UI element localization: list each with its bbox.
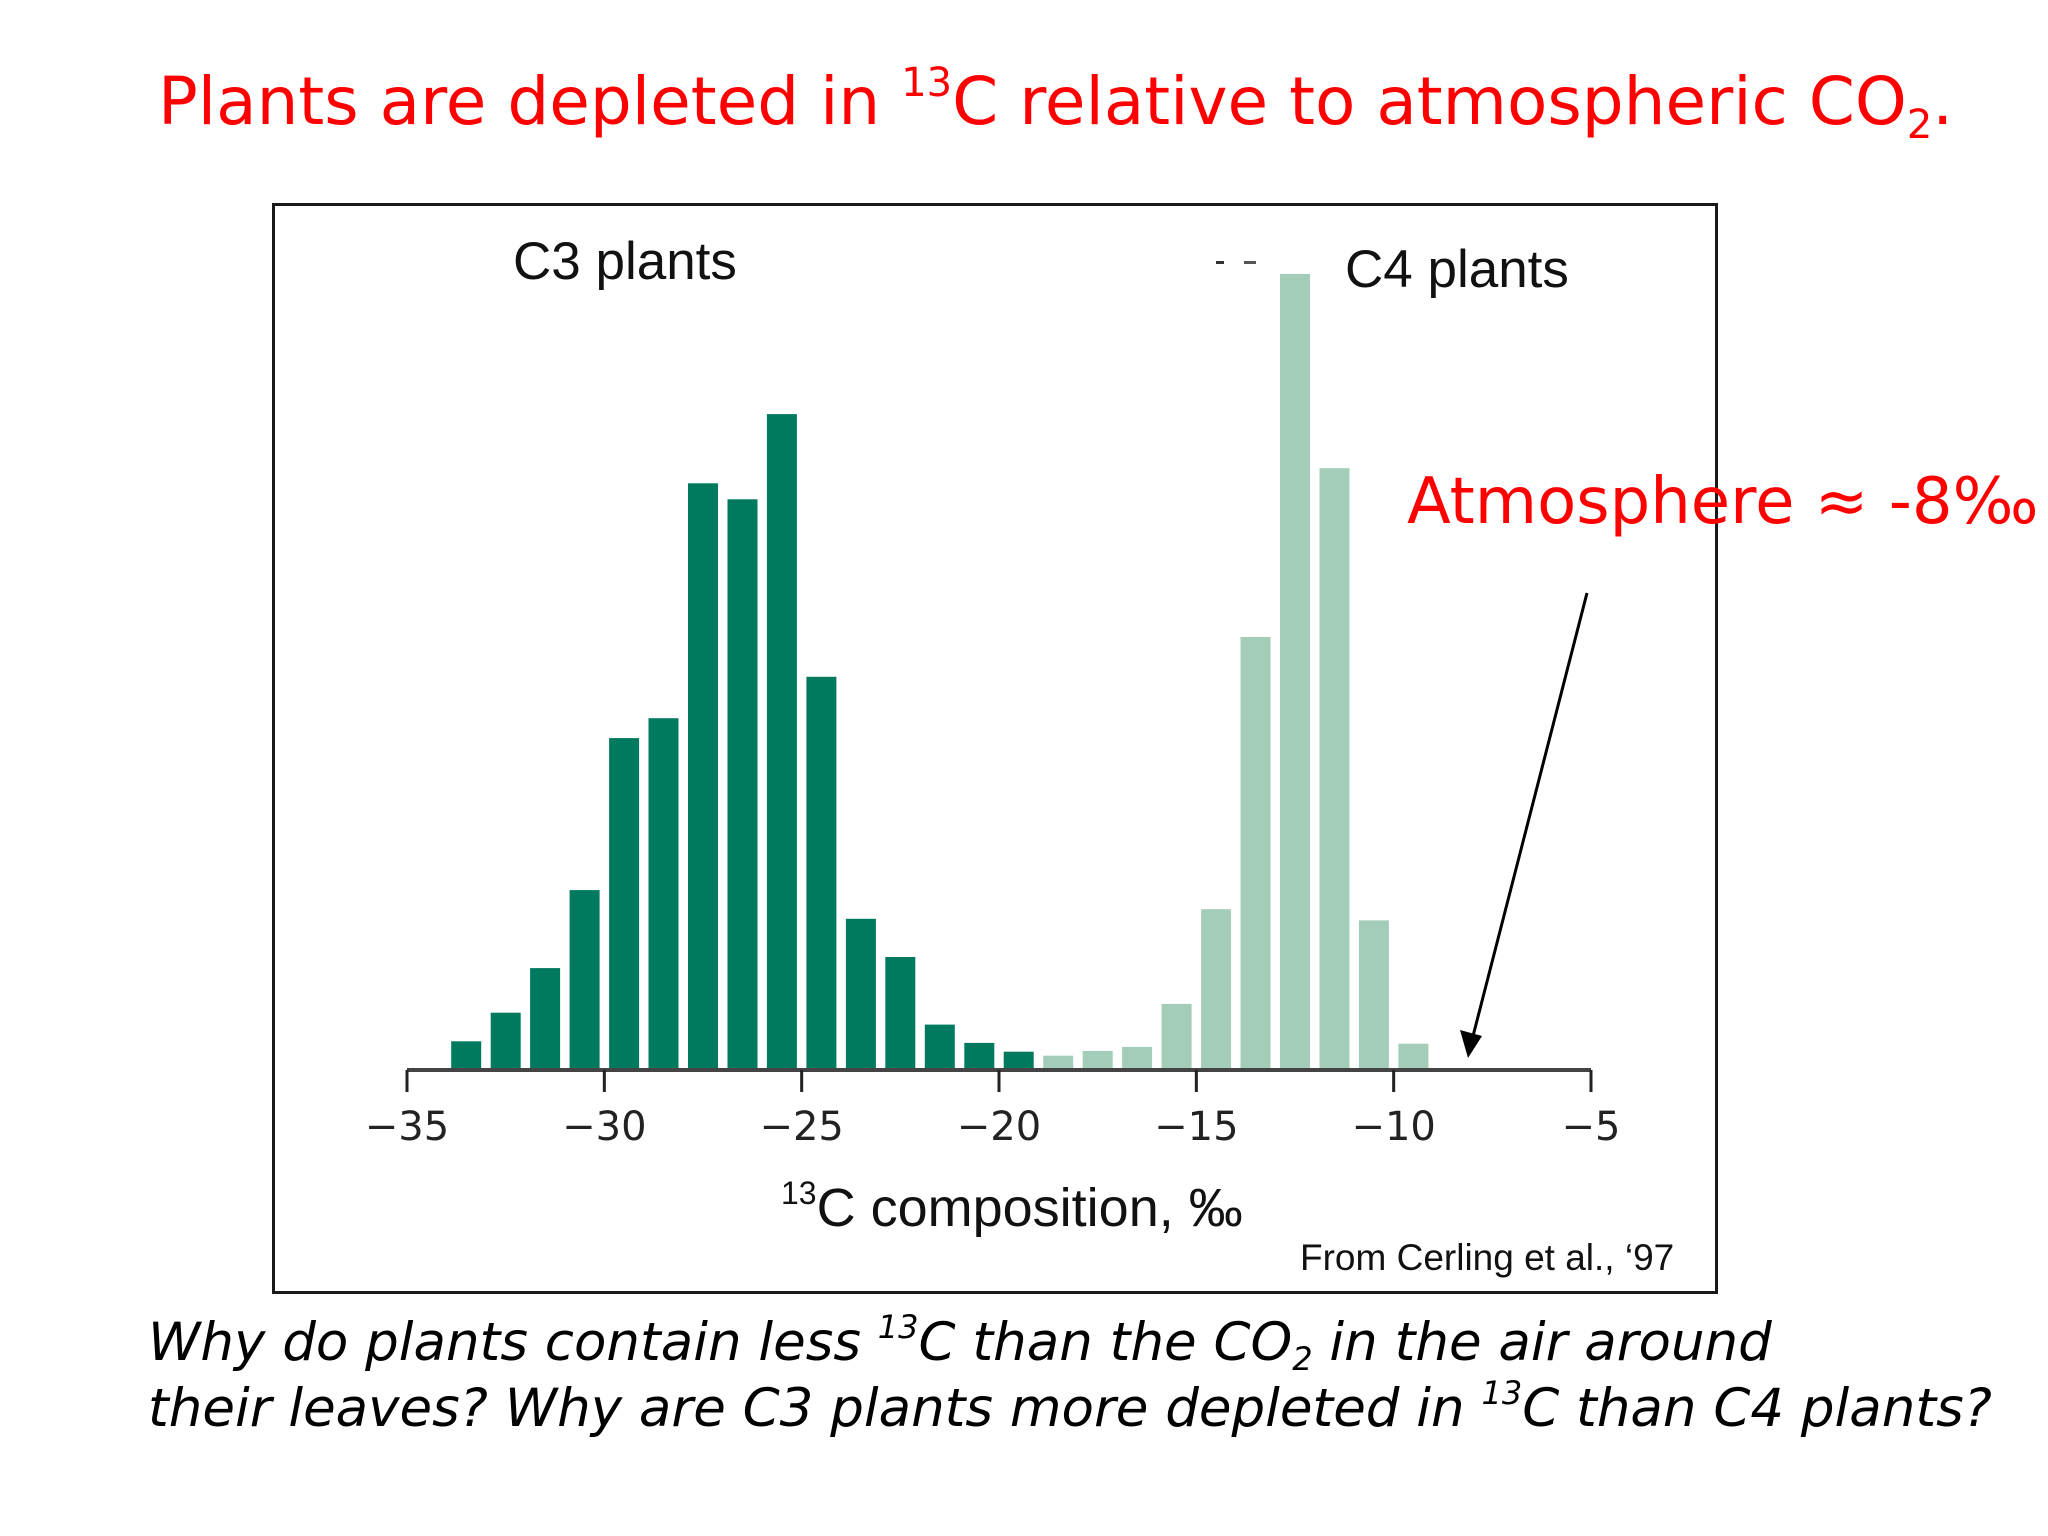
histogram-bars (451, 274, 1429, 1071)
histogram-bar (490, 1012, 521, 1070)
arrow-head-icon (1460, 1030, 1482, 1058)
histogram-bar (1161, 1003, 1192, 1070)
histogram-bar (1280, 274, 1310, 1070)
histogram-bar (1319, 468, 1350, 1070)
slide-title: Plants are depleted in 13C relative to a… (158, 60, 1954, 145)
question-text: C than the CO (918, 1312, 1293, 1373)
histogram-bar (569, 890, 600, 1070)
question-text: in the air around (1312, 1312, 1772, 1373)
artifact-mark (1216, 261, 1224, 264)
artifact-mark (1244, 261, 1256, 264)
x-tick-label: −30 (562, 1104, 646, 1150)
question-text: C than C4 plants? (1522, 1378, 1992, 1439)
c4-series-label: C4 plants (1345, 240, 1569, 299)
question-text: their leaves? Why are C3 plants more dep… (148, 1378, 1482, 1439)
title-suffix: . (1932, 63, 1954, 140)
discussion-question: Why do plants contain less 13C than the … (148, 1310, 1992, 1442)
histogram-bar (1358, 920, 1389, 1070)
question-superscript: 13 (1481, 1374, 1523, 1412)
atmosphere-arrow (1460, 592, 1589, 1058)
x-tick-label: −20 (957, 1104, 1041, 1150)
chart-frame (272, 203, 1718, 1294)
histogram-bar (1240, 637, 1271, 1070)
histogram-bar (924, 1024, 955, 1070)
c3-series-label: C3 plants (513, 232, 737, 291)
x-tick-label: −5 (1562, 1104, 1621, 1150)
histogram-bar (1398, 1043, 1429, 1070)
x-axis-title: 13C composition, ‰ (781, 1175, 1243, 1238)
histogram-bar (1122, 1046, 1153, 1070)
question-line-1: Why do plants contain less 13C than the … (148, 1310, 1992, 1376)
title-subscript: 2 (1906, 102, 1933, 148)
atmosphere-annotation: Atmosphere ≈ -8‰ (1407, 465, 2039, 539)
title-text: Plants are depleted in (158, 63, 902, 140)
histogram-bar (609, 738, 640, 1070)
histogram-bar (964, 1042, 995, 1070)
x-tick-label: −35 (365, 1104, 449, 1150)
histogram-bar (885, 957, 916, 1070)
x-axis-ticks: −35 −30 −25 −20 −15 −10 −5 (365, 1070, 1621, 1150)
histogram-bar (530, 968, 561, 1070)
question-text: Why do plants contain less (148, 1312, 878, 1373)
title-text-middle: C relative to atmospheric CO (952, 63, 1907, 140)
histogram-bar (845, 918, 876, 1070)
axis-title-text: C composition, ‰ (816, 1178, 1243, 1238)
histogram-bar (1201, 909, 1232, 1070)
histogram-bar (688, 483, 718, 1070)
source-citation: From Cerling et al., ‘97 (1300, 1237, 1675, 1278)
x-tick-label: −15 (1154, 1104, 1238, 1150)
x-tick-label: −25 (759, 1104, 843, 1150)
histogram-bar (1003, 1051, 1034, 1070)
x-tick-label: −10 (1351, 1104, 1435, 1150)
histogram-bar (1043, 1055, 1074, 1070)
question-line-2: their leaves? Why are C3 plants more dep… (148, 1376, 1992, 1442)
histogram-bar (451, 1041, 482, 1070)
histogram-bar (806, 676, 837, 1070)
histogram-bar (1082, 1050, 1113, 1070)
histogram-bar (648, 718, 679, 1070)
title-isotope-superscript: 13 (901, 60, 953, 106)
question-superscript: 13 (877, 1308, 919, 1346)
histogram-bar (766, 414, 797, 1071)
histogram-bar (727, 499, 758, 1070)
axis-isotope-superscript: 13 (781, 1175, 817, 1211)
question-subscript: 2 (1292, 1340, 1313, 1378)
